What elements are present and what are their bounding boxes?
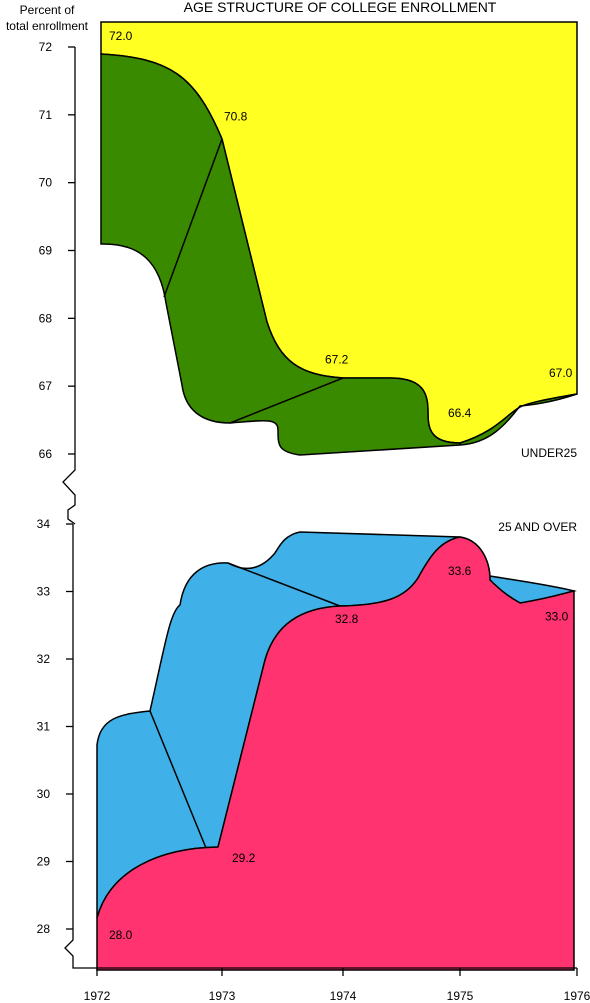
under25-data-label: 72.0	[109, 29, 133, 43]
over25-y-tick-label: 33	[37, 585, 51, 599]
under25-data-label: 66.4	[448, 406, 472, 420]
over25-y-axis: 28 29 30 31 32 33 34	[37, 517, 74, 936]
under25-ribbon-divider-2	[229, 377, 344, 424]
x-tick-label: 1976	[564, 989, 590, 1003]
y-axis-label-line2: total enrollment	[6, 19, 89, 33]
under25-y-tick-label: 67	[39, 379, 53, 393]
over25-panel: 28 29 30 31 32 33 34 28.0 29.2 32.8 33.6 33.0 25 A…	[37, 517, 577, 971]
over25-data-label: 32.8	[335, 612, 359, 626]
x-tick-label: 1975	[447, 989, 474, 1003]
y-axis-label-line1: Percent of	[20, 3, 75, 17]
x-tick-label: 1972	[84, 989, 111, 1003]
x-axis: 1972 1973 1974 1975 1976	[62, 454, 590, 1003]
under25-y-tick-label: 72	[39, 40, 53, 54]
over25-data-label: 33.0	[545, 610, 569, 624]
over25-area	[96, 536, 575, 971]
under25-y-tick-label: 70	[39, 176, 53, 190]
over25-y-tick-label: 30	[37, 787, 51, 801]
over25-data-label: 28.0	[109, 928, 133, 942]
over25-y-tick-label: 34	[37, 517, 51, 531]
under25-data-label: 67.2	[325, 353, 349, 367]
over25-y-tick-label: 32	[37, 652, 51, 666]
under25-y-tick-label: 68	[39, 311, 53, 325]
over25-y-tick-label: 29	[37, 855, 51, 869]
under25-y-tick-label: 66	[39, 447, 53, 461]
axis-break-upper	[62, 454, 76, 525]
over25-y-tick-label: 31	[37, 720, 51, 734]
under25-data-label: 67.0	[549, 366, 573, 380]
axis-break-lower	[64, 929, 97, 969]
under25-data-labels: 72.0 70.8 67.2 66.4 67.0	[109, 29, 573, 420]
over25-ribbon-divider-1	[149, 710, 207, 849]
under25-panel: 66 67 68 69 70 71 72 72.0 70.8 67.2 66.4 67.0 UNDE…	[39, 21, 578, 461]
under25-ribbon-divider-1	[163, 138, 223, 298]
under25-data-label: 70.8	[224, 109, 248, 123]
x-tick-label: 1974	[330, 989, 357, 1003]
x-tick-label: 1973	[209, 989, 236, 1003]
over25-data-label: 33.6	[448, 564, 472, 578]
over25-y-tick-label: 28	[37, 922, 51, 936]
under25-y-tick-label: 71	[39, 108, 53, 122]
under25-series-label: UNDER25	[521, 446, 577, 460]
over25-data-labels: 28.0 29.2 32.8 33.6 33.0	[109, 564, 569, 942]
under25-y-axis: 66 67 68 69 70 71 72	[39, 40, 76, 461]
under25-y-tick-label: 69	[39, 244, 53, 258]
over25-series-label: 25 AND OVER	[498, 520, 577, 534]
over25-ribbon-divider-2	[227, 562, 341, 607]
chart-title: AGE STRUCTURE OF COLLEGE ENROLLMENT	[184, 0, 497, 15]
over25-data-label: 29.2	[232, 851, 256, 865]
under25-flow-ribbon	[100, 53, 578, 456]
